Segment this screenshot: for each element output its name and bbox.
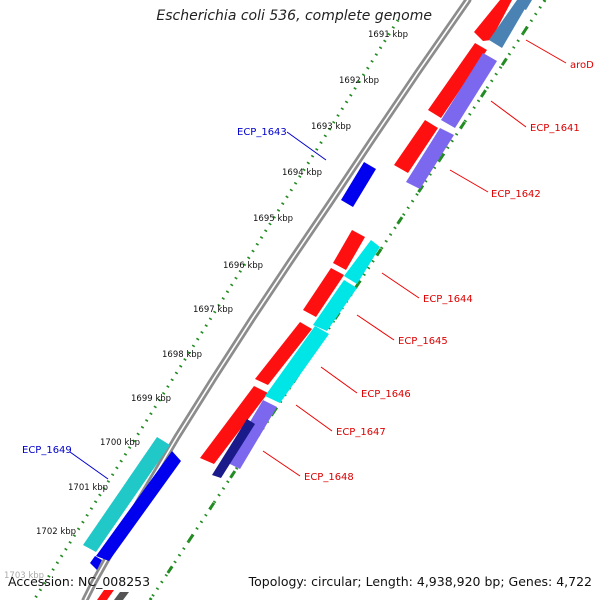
feature-bar-ecp1642[interactable] xyxy=(406,128,454,189)
feature-bar-ecp1647[interactable] xyxy=(226,400,277,469)
gene-label-arod[interactable]: aroD xyxy=(570,60,594,71)
gene-arrow[interactable] xyxy=(333,230,365,270)
gene-arrow[interactable] xyxy=(303,268,344,317)
feature-bar-bottom-dark xyxy=(114,592,129,600)
gene-arrow[interactable] xyxy=(474,0,512,41)
tick-label: 1697 kbp xyxy=(193,305,233,315)
cds-forward xyxy=(200,0,512,464)
feature-labels: aroD ECP_1641 ECP_1642 ECP_1643 ECP_1644… xyxy=(22,60,594,483)
topology-summary: Topology: circular; Length: 4,938,920 bp… xyxy=(248,574,592,589)
gene-label-ecp1644[interactable]: ECP_1644 xyxy=(423,294,473,305)
leader-lines xyxy=(69,39,567,480)
tick-label: 1703 kbp xyxy=(4,571,44,581)
scale-tick-labels: 1691 kbp 1692 kbp 1693 kbp 1694 kbp 1695… xyxy=(4,30,408,581)
feature-bar-ecp1644[interactable] xyxy=(344,240,380,284)
gene-label-ecp1647[interactable]: ECP_1647 xyxy=(336,427,386,438)
gene-arrow[interactable] xyxy=(428,43,487,118)
feature-bar-ecp1649[interactable] xyxy=(83,437,170,552)
feature-bar-small[interactable] xyxy=(90,556,102,570)
gene-label-ecp1646[interactable]: ECP_1646 xyxy=(361,389,411,400)
tick-label: 1696 kbp xyxy=(223,261,263,271)
gene-arrow[interactable] xyxy=(394,120,438,173)
feature-bar-ecp1649-reverse[interactable] xyxy=(96,451,181,561)
feature-bar-ecp1645[interactable] xyxy=(313,280,357,331)
tick-label: 1698 kbp xyxy=(162,350,202,360)
gene-arrow[interactable] xyxy=(255,322,312,385)
feature-bar-ecp1643[interactable] xyxy=(341,162,376,207)
tick-label: 1701 kbp xyxy=(68,483,108,493)
feature-bar-bottom-red xyxy=(97,590,114,600)
gene-label-ecp1648[interactable]: ECP_1648 xyxy=(304,472,354,483)
feature-bar-ecp1648[interactable] xyxy=(212,419,255,478)
gene-label-ecp1641[interactable]: ECP_1641 xyxy=(530,123,580,134)
tick-label: 1693 kbp xyxy=(311,122,351,132)
tick-label: 1700 kbp xyxy=(100,438,140,448)
gene-label-ecp1649[interactable]: ECP_1649 xyxy=(22,445,72,456)
genome-title: Escherichia coli 536, complete genome xyxy=(156,8,432,24)
gene-arrow[interactable] xyxy=(200,386,268,464)
tick-label: 1702 kbp xyxy=(36,527,76,537)
gene-label-ecp1642[interactable]: ECP_1642 xyxy=(491,189,541,200)
gene-label-ecp1643[interactable]: ECP_1643 xyxy=(237,127,287,138)
feature-bar-ecp1646[interactable] xyxy=(265,326,329,403)
tick-label: 1699 kbp xyxy=(131,394,171,404)
feature-bar-arod[interactable] xyxy=(489,0,530,48)
tick-label: 1694 kbp xyxy=(282,168,322,178)
tick-label: 1691 kbp xyxy=(368,30,408,40)
accession-label: Accession: NC_008253 xyxy=(8,574,151,589)
feature-bar-arod-top[interactable] xyxy=(514,0,532,10)
tick-label: 1692 kbp xyxy=(339,76,379,86)
feature-bar-ecp1641[interactable] xyxy=(441,53,497,128)
gene-label-ecp1645[interactable]: ECP_1645 xyxy=(398,336,448,347)
tick-label: 1695 kbp xyxy=(253,214,293,224)
